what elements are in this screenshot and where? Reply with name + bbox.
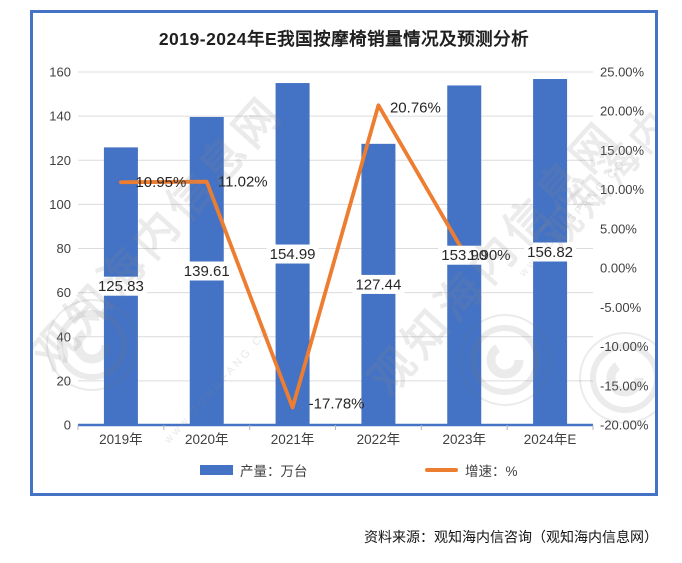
bar-value-label-bg xyxy=(94,276,147,296)
left-axis-tick-label: 140 xyxy=(49,109,71,124)
growth-value-label: 11.02% xyxy=(218,174,268,191)
right-axis-tick-label: -10.00% xyxy=(600,339,649,354)
bar-value-label: 139.61 xyxy=(184,263,230,280)
right-axis-tick-label: 5.00% xyxy=(600,221,637,236)
left-axis-tick-label: 0 xyxy=(64,418,71,433)
right-axis-tick-label: 10.00% xyxy=(600,182,645,197)
right-axis-tick-label: 0.00% xyxy=(600,261,637,276)
growth-value-label: -17.78% xyxy=(309,396,365,413)
legend-item-production: 产量：万台 xyxy=(200,460,308,480)
legend-label-growth: 增速：% xyxy=(465,464,518,479)
x-axis-label: 2023年 xyxy=(442,432,486,447)
bar-value-label: 125.83 xyxy=(98,278,144,295)
x-axis-label: 2024年E xyxy=(524,432,577,447)
x-axis-label: 2021年 xyxy=(271,432,315,447)
left-axis-tick-label: 60 xyxy=(57,285,71,300)
line-legend-swatch xyxy=(425,468,458,472)
bar-value-label-bg xyxy=(438,245,491,265)
x-axis-label: 2019年 xyxy=(99,432,143,447)
bar-value-label-bg xyxy=(266,244,319,264)
left-axis-tick-label: 160 xyxy=(49,65,71,80)
growth-value-label: 1.90% xyxy=(468,247,511,264)
x-axis-label: 2020年 xyxy=(185,432,229,447)
x-axis-label: 2022年 xyxy=(357,432,401,447)
bar-value-label-bg xyxy=(524,242,577,262)
legend-label-production: 产量：万台 xyxy=(240,464,308,479)
right-axis-tick-label: 20.00% xyxy=(600,104,645,119)
legend-item-growth: 增速：% xyxy=(425,460,518,480)
source-note: 资料来源：观知海内信咨询（观知海内信息网） xyxy=(364,529,658,545)
right-axis-tick-label: 25.00% xyxy=(600,65,645,80)
chart-title: 2019-2024年E我国按摩椅销量情况及预测分析 xyxy=(158,29,530,49)
right-axis-tick-label: -15.00% xyxy=(600,378,649,393)
growth-value-label: 20.76% xyxy=(390,99,441,116)
bar-value-label: 153.90 xyxy=(441,247,487,264)
growth-line xyxy=(119,103,467,410)
chart-canvas: 160 140 120 100 80 60 40 20 0 25.00% 20.00% 15.00% 1… xyxy=(49,65,649,448)
bar-legend-swatch xyxy=(200,465,233,475)
left-axis-tick-label: 80 xyxy=(57,241,71,256)
left-axis-tick-label: 20 xyxy=(57,373,71,388)
bar-value-label: 156.82 xyxy=(527,244,573,261)
bar-value-label: 154.99 xyxy=(270,246,316,263)
bar-value-label: 127.44 xyxy=(355,276,401,293)
left-axis-tick-label: 120 xyxy=(49,153,71,168)
bar-value-label-bg xyxy=(352,274,405,294)
right-axis-tick-label: 15.00% xyxy=(600,143,645,158)
left-axis-tick-label: 40 xyxy=(57,329,71,344)
bar-value-label-bg xyxy=(180,261,233,281)
growth-value-label: 10.95% xyxy=(135,174,186,191)
left-axis-tick-label: 100 xyxy=(49,197,71,212)
right-axis-tick-label: -20.00% xyxy=(600,418,649,433)
right-axis-tick-label: -5.00% xyxy=(600,300,642,315)
chart-frame: 2019-2024年E我国按摩椅销量情况及预测分析 160 140 120 100 80… xyxy=(30,10,658,496)
